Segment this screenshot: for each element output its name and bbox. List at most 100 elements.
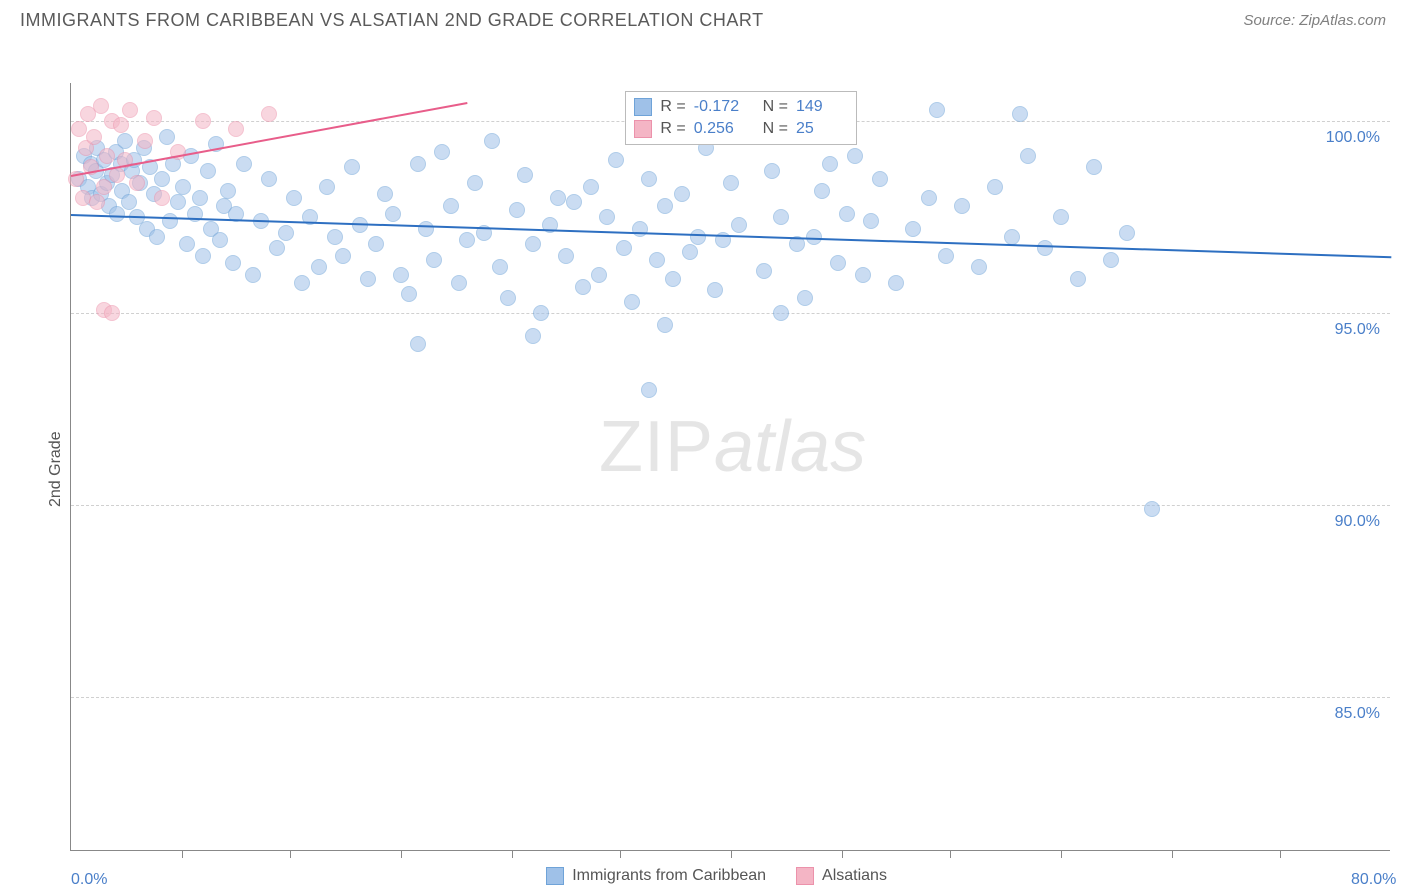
scatter-point	[1103, 252, 1119, 268]
scatter-point	[467, 175, 483, 191]
scatter-point	[228, 121, 244, 137]
scatter-point	[261, 106, 277, 122]
scatter-point	[401, 286, 417, 302]
scatter-point	[294, 275, 310, 291]
chart-title: IMMIGRANTS FROM CARIBBEAN VS ALSATIAN 2N…	[20, 10, 764, 31]
scatter-point	[261, 171, 277, 187]
x-minor-tick	[290, 850, 291, 858]
bottom-legend: Immigrants from Caribbean Alsatians	[546, 867, 887, 885]
legend-swatch	[634, 120, 652, 138]
scatter-point	[583, 179, 599, 195]
scatter-point	[624, 294, 640, 310]
gridline	[71, 505, 1390, 506]
scatter-point	[492, 259, 508, 275]
scatter-point	[525, 236, 541, 252]
scatter-point	[839, 206, 855, 222]
scatter-point	[690, 229, 706, 245]
scatter-point	[987, 179, 1003, 195]
scatter-point	[814, 183, 830, 199]
x-minor-tick	[1061, 850, 1062, 858]
y-axis-label: 2nd Grade	[47, 431, 65, 507]
x-minor-tick	[842, 850, 843, 858]
scatter-point	[434, 144, 450, 160]
scatter-point	[109, 167, 125, 183]
scatter-point	[1119, 225, 1135, 241]
stat-n-value: 25	[796, 120, 848, 138]
x-minor-tick	[620, 850, 621, 858]
scatter-point	[641, 171, 657, 187]
scatter-point	[599, 209, 615, 225]
scatter-point	[500, 290, 516, 306]
chart-source: Source: ZipAtlas.com	[1243, 12, 1386, 29]
scatter-point	[905, 221, 921, 237]
scatter-point	[192, 190, 208, 206]
scatter-point	[1144, 501, 1160, 517]
scatter-point	[509, 202, 525, 218]
scatter-point	[1053, 209, 1069, 225]
scatter-point	[525, 328, 541, 344]
scatter-point	[632, 221, 648, 237]
scatter-point	[122, 102, 138, 118]
scatter-point	[195, 248, 211, 264]
scatter-point	[608, 152, 624, 168]
legend-item: Alsatians	[796, 867, 887, 885]
y-tick-label: 85.0%	[1335, 705, 1380, 723]
scatter-point	[566, 194, 582, 210]
scatter-point	[311, 259, 327, 275]
x-minor-tick	[1280, 850, 1281, 858]
stat-n-label: N =	[754, 98, 788, 116]
scatter-point	[99, 148, 115, 164]
scatter-point	[731, 217, 747, 233]
scatter-point	[146, 110, 162, 126]
legend-label: Alsatians	[822, 867, 887, 885]
scatter-point	[674, 186, 690, 202]
scatter-point	[159, 129, 175, 145]
scatter-point	[327, 229, 343, 245]
stats-row: R =0.256 N =25	[634, 118, 848, 140]
scatter-point	[225, 255, 241, 271]
scatter-point	[929, 102, 945, 118]
x-tick-label: 0.0%	[71, 871, 107, 889]
gridline	[71, 313, 1390, 314]
scatter-point	[360, 271, 376, 287]
stat-n-label: N =	[754, 120, 788, 138]
scatter-point	[938, 248, 954, 264]
scatter-point	[797, 290, 813, 306]
stat-r-label: R =	[660, 98, 685, 116]
scatter-point	[393, 267, 409, 283]
scatter-point	[1037, 240, 1053, 256]
scatter-point	[954, 198, 970, 214]
scatter-point	[764, 163, 780, 179]
stats-row: R =-0.172 N =149	[634, 96, 848, 118]
scatter-point	[1070, 271, 1086, 287]
scatter-point	[682, 244, 698, 260]
scatter-point	[863, 213, 879, 229]
scatter-point	[129, 175, 145, 191]
scatter-point	[756, 263, 772, 279]
stat-n-value: 149	[796, 98, 848, 116]
scatter-point	[888, 275, 904, 291]
scatter-point	[385, 206, 401, 222]
scatter-point	[319, 179, 335, 195]
scatter-point	[377, 186, 393, 202]
chart-header: IMMIGRANTS FROM CARIBBEAN VS ALSATIAN 2N…	[0, 0, 1406, 37]
y-tick-label: 90.0%	[1335, 513, 1380, 531]
scatter-point	[484, 133, 500, 149]
legend-item: Immigrants from Caribbean	[546, 867, 766, 885]
scatter-point	[921, 190, 937, 206]
scatter-point	[170, 194, 186, 210]
x-minor-tick	[401, 850, 402, 858]
scatter-point	[335, 248, 351, 264]
scatter-point	[550, 190, 566, 206]
scatter-point	[971, 259, 987, 275]
scatter-point	[591, 267, 607, 283]
legend-label: Immigrants from Caribbean	[572, 867, 766, 885]
scatter-point	[418, 221, 434, 237]
scatter-point	[245, 267, 261, 283]
scatter-point	[86, 129, 102, 145]
scatter-point	[278, 225, 294, 241]
scatter-point	[195, 113, 211, 129]
y-tick-label: 95.0%	[1335, 321, 1380, 339]
scatter-point	[1020, 148, 1036, 164]
scatter-point	[368, 236, 384, 252]
